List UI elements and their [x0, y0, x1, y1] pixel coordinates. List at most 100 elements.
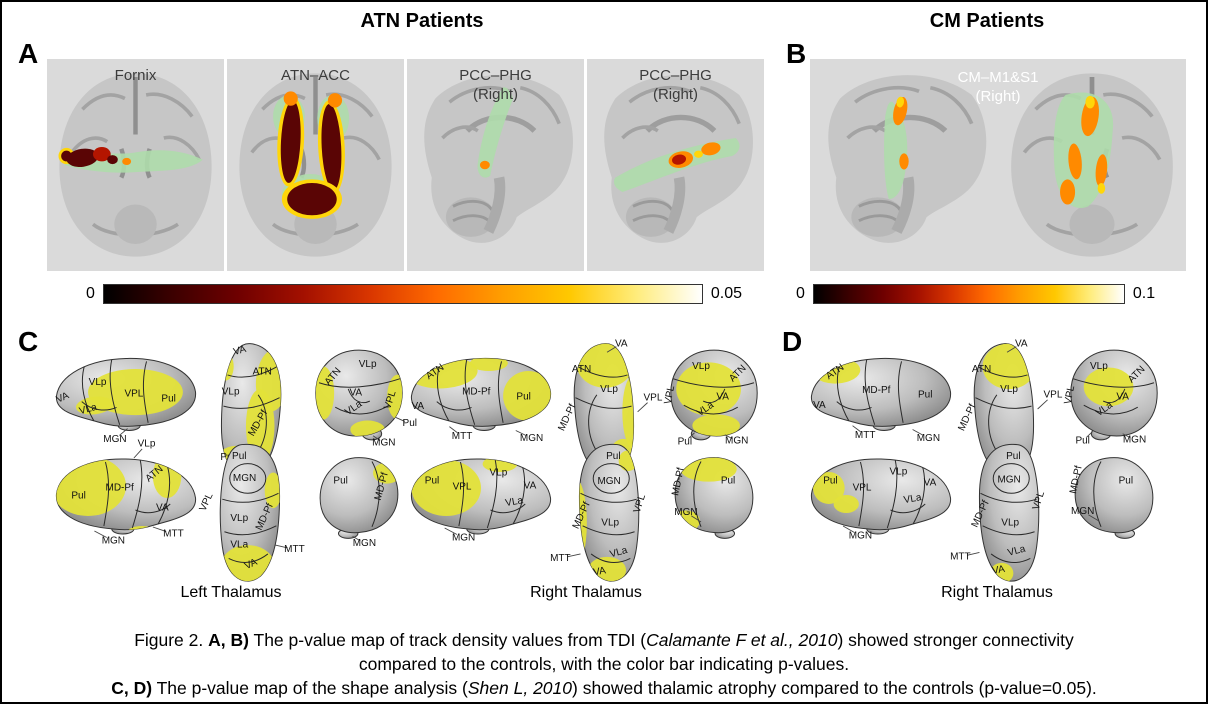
label-leader-line: [1085, 431, 1093, 439]
thalamus-region-label: VLp: [600, 384, 618, 395]
thalamus-view-ventral: Pul MGN MD-Pf VLp VPL VLa VA MTT: [550, 440, 660, 588]
mri-title-line1: PCC–PHG: [459, 67, 532, 84]
thalamus-region-label: MGN: [520, 433, 543, 444]
colorbar-b-gradient: [812, 284, 1125, 304]
thalamus-region-label: MGN: [103, 434, 126, 445]
label-leader-line: [352, 536, 361, 542]
thalamus-region-label: MD-Pf: [862, 385, 891, 396]
figure-caption-line-1: Figure 2. A, B) The p-value map of track…: [2, 628, 1206, 652]
mri-render: [407, 59, 584, 271]
mri-render: [810, 59, 998, 271]
thalamus-region-label: VA: [232, 344, 247, 358]
thalamus-view-medial-lateral: Pul VPL VLp VA VLa MGN: [802, 446, 960, 546]
thalamus-region-label: VPL: [1043, 389, 1062, 400]
thalamus-region-label: VA: [1116, 392, 1129, 403]
figure-caption-line-2: compared to the controls, with the color…: [2, 652, 1206, 676]
thalamus-region-label: VLa: [903, 492, 923, 506]
thalamus-view-medial-lateral: VLp ATN MD-Pf Pul VA MGN MTT: [47, 439, 205, 547]
mri-image-panel-a-2: ATN–ACC: [227, 59, 404, 271]
thalamus-region-label: VA: [156, 503, 169, 514]
mri-title-line1: PCC–PHG: [639, 67, 712, 84]
thalamus-region-label: VLp: [359, 359, 377, 370]
label-leader-line: [152, 526, 167, 532]
mri-image-panel-b-2: [998, 59, 1186, 271]
label-leader-line: [1037, 399, 1048, 410]
mri-render: [227, 59, 404, 271]
label-leader-line: [1006, 346, 1017, 353]
thalamus-region-label: VLa: [78, 402, 98, 417]
thalamus-region-label: Pul: [721, 475, 735, 486]
label-leader-line: [94, 530, 107, 538]
thalamus-region-label: VA: [991, 564, 1006, 577]
thalamus-view-superior-lateral: ATN MD-Pf Pul VA MTT MGN: [802, 346, 960, 444]
header-atn-patients: ATN Patients: [360, 10, 484, 32]
thalamus-region-label: MGN: [233, 473, 256, 484]
mri-render: [998, 59, 1186, 271]
label-leader-line: [966, 552, 980, 556]
mri-image-panel-a-1: Fornix: [47, 59, 224, 271]
caption-segment: The p-value map of the shape analysis (: [152, 678, 468, 698]
thalamus-region-label: Pul: [425, 476, 439, 487]
thalamus-region-label: MGN: [597, 476, 620, 487]
label-leader-line: [444, 527, 458, 535]
thalamus-region-label: VPL: [1063, 384, 1078, 405]
thalamus-view-posterior: MD-Pf Pul MGN: [1060, 450, 1168, 546]
thalamus-region-label: VLa: [504, 495, 524, 509]
caption-segment: ) showed thalamic atrophy compared to th…: [572, 678, 1097, 698]
thalamus-region-label: MGN: [372, 438, 395, 449]
thalamus-region-label: VPL: [643, 392, 662, 403]
colorbar-panel-a: 0 0.05: [86, 284, 742, 304]
thalamus-region-label: MTT: [550, 553, 571, 564]
thalamus-region-label: VLp: [489, 468, 507, 479]
thalamus-group: ATNMD-PfPulVAMTTMGNVAATNVLpVPLMD-PfPulVL…: [402, 338, 770, 586]
thalamus-group: VAVLpVPLPulVLaMGNVAATNVLpMD-PfPulVLpATNV…: [47, 338, 417, 586]
thalamus-region-label: MD-Pf: [106, 483, 135, 494]
label-leader-line: [1088, 514, 1100, 522]
thalamus-region-label: VA: [716, 392, 729, 403]
label-leader-line: [372, 435, 381, 441]
thalamus-region-label: Pul: [678, 437, 692, 448]
mri-image-panel-a-4: PCC–PHG (Right): [587, 59, 764, 271]
caption-segment: Figure 2.: [134, 630, 209, 650]
thalamus-region-label: MGN: [849, 531, 872, 542]
panel-a-letter: A: [18, 38, 39, 69]
panel-b-title-line2: (Right): [975, 87, 1021, 105]
figure-caption-line-3: C, D) The p-value map of the shape analy…: [2, 676, 1206, 700]
mri-render: [587, 59, 764, 271]
mri-image-panel-b-1: [810, 59, 998, 271]
caption-segment: C, D): [111, 678, 153, 698]
label-leader-line: [395, 417, 406, 422]
thalamus-region-label: MGN: [1123, 435, 1146, 446]
thalamus-region-label: Pul: [516, 392, 530, 403]
mri-image-title: PCC–PHG (Right): [407, 67, 584, 105]
thalamus-region-label: Pul: [161, 393, 175, 404]
colorbar-panel-b: 0 0.1: [796, 284, 1155, 304]
label-leader-line: [687, 432, 695, 440]
panel-c-letter: C: [18, 326, 39, 357]
mri-image-panel-a-3: PCC–PHG (Right): [407, 59, 584, 271]
caption-segment: ) showed stronger connectivity: [837, 630, 1074, 650]
thalamus-region-label: Pul: [403, 418, 417, 429]
thalamus-region-label: VA: [615, 338, 628, 349]
thalamus-region-label: Pul: [71, 491, 85, 502]
thalamus-region-label: ATN: [253, 367, 272, 378]
header-cm-patients: CM Patients: [929, 10, 1045, 32]
panel-b-title-line1: CM–M1&S1: [957, 69, 1039, 86]
thalamus-view-posterior: Pul MD-Pf MGN: [305, 450, 413, 549]
colorbar-b-max-label: 0.1: [1132, 285, 1156, 302]
thalamus-region-label: MTT: [950, 552, 971, 563]
caption-right-thalamus-c: Right Thalamus: [530, 584, 642, 601]
label-leader-line: [1122, 433, 1131, 439]
mri-title-line2: (Right): [472, 85, 518, 103]
thalamus-region-label: VPL: [663, 384, 678, 405]
caption-segment: A, B): [208, 630, 249, 650]
colorbar-a-min-label: 0: [86, 285, 95, 302]
